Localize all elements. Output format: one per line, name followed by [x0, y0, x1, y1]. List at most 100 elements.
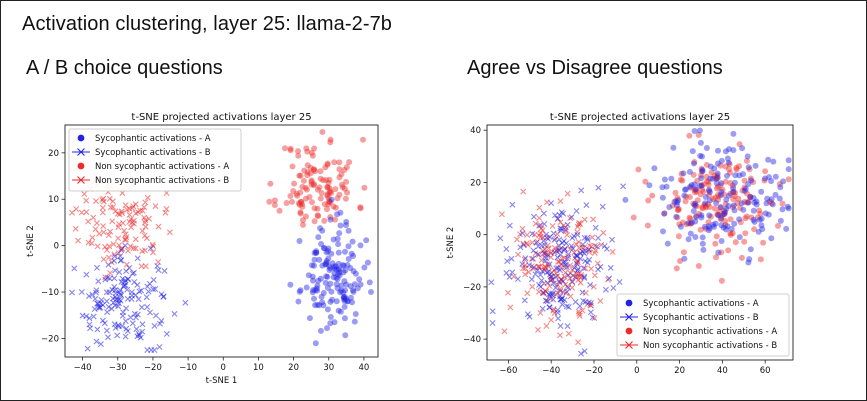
legend-label: Sycophantic activations - B: [95, 148, 211, 158]
scatter-point: [731, 193, 738, 199]
scatter-point: [758, 222, 765, 229]
scatter-point: [345, 227, 352, 234]
scatter-point: [283, 200, 290, 206]
scatter-point: [729, 230, 736, 237]
scatter-point: [693, 203, 700, 210]
scatter-point-x: [116, 289, 123, 296]
scatter-point: [310, 182, 317, 189]
scatter-point: [357, 242, 364, 249]
scatter-point-x: [569, 279, 576, 286]
scatter-point: [716, 208, 723, 215]
scatter-point-x: [128, 216, 134, 222]
scatter-point: [730, 147, 737, 154]
scatter-point: [334, 211, 341, 218]
scatter-point: [759, 226, 766, 233]
y-tick-label: 20: [48, 149, 59, 159]
scatter-point: [649, 192, 656, 199]
scatter-point-x: [530, 255, 536, 262]
scatter-point: [705, 227, 712, 234]
scatter-point: [753, 201, 760, 208]
x-tick-label: 10: [253, 363, 264, 373]
scatter-point: [659, 184, 666, 191]
x-tick-label: −60: [499, 366, 517, 376]
scatter-point: [680, 219, 686, 226]
scatter-point: [335, 241, 342, 248]
legend-label: Sycophantic activations - A: [643, 299, 759, 309]
scatter-point: [702, 204, 709, 211]
scatter-point-x: [587, 281, 594, 288]
scatter-point-x: [522, 255, 529, 262]
scatter-point: [324, 160, 331, 167]
scatter-point: [326, 199, 333, 206]
scatter-point: [282, 145, 288, 152]
scatter-point-x: [574, 267, 581, 274]
scatter-point-x: [582, 247, 589, 254]
scatter-point-x: [78, 209, 85, 216]
scatter-point: [336, 174, 343, 181]
scatter-point-x: [542, 257, 549, 264]
scatter-point: [723, 196, 730, 203]
scatter-point-x: [594, 260, 601, 267]
scatter-point: [317, 225, 324, 232]
scatter-point: [719, 212, 725, 219]
scatter-point: [352, 311, 359, 317]
scatter-point-x: [578, 187, 585, 194]
scatter-point: [758, 188, 765, 195]
scatter-point-x: [78, 289, 85, 295]
legend-label: Sycophantic activations - A: [95, 134, 211, 144]
scatter-point: [317, 195, 324, 202]
scatter-point: [343, 178, 350, 185]
scatter-point: [622, 196, 629, 203]
scatter-point: [303, 186, 310, 193]
scatter-point: [321, 217, 328, 224]
scatter-point: [306, 315, 313, 322]
scatter-point: [720, 224, 727, 231]
scatter-point: [350, 288, 357, 295]
scatter-point: [266, 198, 273, 205]
scatter-point: [745, 181, 752, 188]
scatter-point-x: [558, 225, 565, 232]
scatter-point: [707, 213, 714, 220]
scatter-point: [718, 222, 725, 229]
scatter-point: [768, 178, 775, 185]
scatter-point: [763, 200, 770, 207]
scatter-point: [312, 287, 319, 293]
scatter-point: [350, 268, 357, 275]
scatter-point: [335, 260, 342, 267]
scatter-point-x: [589, 314, 596, 321]
scatter-point-x: [497, 235, 504, 242]
chart-legend: Sycophantic activations - A Sycophantic a…: [68, 128, 242, 192]
scatter-point: [314, 282, 321, 289]
scatter-point-x: [107, 270, 114, 276]
scatter-point-x: [95, 278, 102, 285]
scatter-point: [317, 275, 324, 282]
x-tick-label: −20: [144, 363, 162, 373]
scatter-point-x: [569, 235, 576, 241]
scatter-point-x: [536, 263, 543, 270]
scatter-point-x: [126, 211, 133, 218]
scatter-point-x: [130, 220, 137, 227]
scatter-point: [702, 203, 709, 210]
scatter-point-x: [106, 195, 113, 202]
scatter-point-x: [538, 225, 545, 232]
scatter-point-x: [106, 243, 113, 250]
scatter-point-x: [526, 313, 533, 320]
scatter-point: [312, 168, 319, 175]
scatter-point-x: [138, 304, 145, 311]
scatter-point: [766, 198, 773, 205]
scatter-point: [692, 202, 699, 209]
scatter-point-x: [125, 247, 131, 254]
scatter-point: [698, 212, 705, 219]
scatter-point: [342, 248, 348, 255]
scatter-point: [732, 172, 739, 179]
scatter-point-x: [517, 244, 524, 251]
scatter-point-x: [515, 251, 521, 258]
scatter-point-x: [588, 265, 595, 272]
scatter-point: [680, 249, 687, 256]
scatter-point: [727, 180, 734, 186]
scatter-point: [690, 200, 697, 207]
y-tick-label: 0: [476, 231, 481, 241]
scatter-point-x: [139, 328, 146, 335]
x-tick-label: −10: [179, 363, 197, 373]
